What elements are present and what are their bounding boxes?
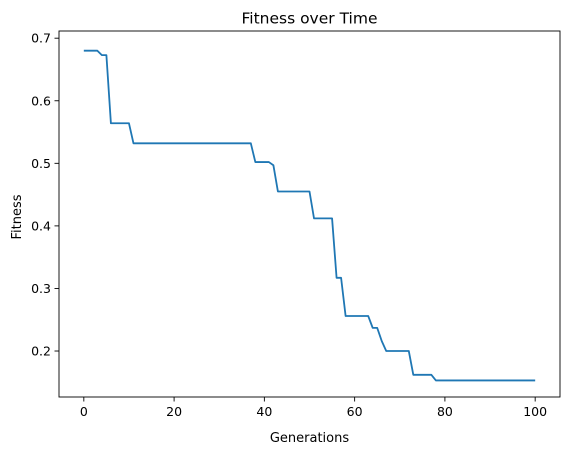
x-tick-label: 80: [437, 404, 453, 419]
y-axis-ticks: 0.2 0.3 0.4 0.5 0.6 0.7: [31, 31, 59, 359]
y-tick-label: 0.7: [31, 31, 51, 46]
y-tick-label: 0.3: [31, 281, 51, 296]
x-tick-label: 0: [80, 404, 88, 419]
y-axis-title: Fitness: [10, 194, 25, 239]
y-tick-label: 0.2: [31, 344, 51, 359]
x-tick-label: 40: [256, 404, 272, 419]
x-tick-label: 100: [523, 404, 547, 419]
y-tick-label: 0.4: [31, 218, 51, 233]
plot-area: [59, 31, 560, 397]
chart-title: Fitness over Time: [241, 10, 377, 28]
y-tick-label: 0.5: [31, 156, 51, 171]
x-tick-label: 60: [347, 404, 363, 419]
x-tick-label: 20: [166, 404, 182, 419]
x-axis-title: Generations: [270, 431, 350, 446]
plot-marks: [83, 49, 536, 382]
series-line-0: [83, 49, 536, 382]
y-tick-label: 0.6: [31, 93, 51, 108]
plot-frame: [58, 30, 561, 398]
x-axis-ticks: 0 20 40 60 80 100: [80, 397, 547, 419]
